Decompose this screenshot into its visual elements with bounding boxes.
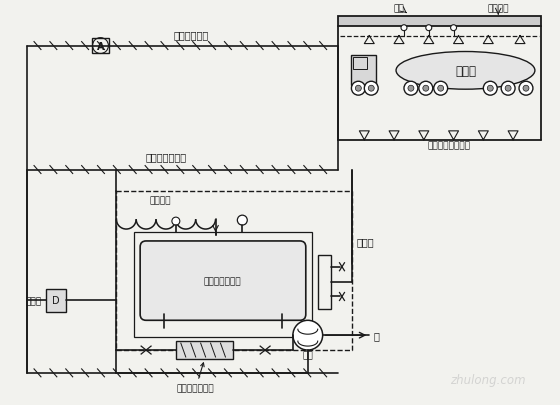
Circle shape — [523, 86, 529, 92]
Ellipse shape — [396, 52, 535, 90]
Circle shape — [505, 86, 511, 92]
Circle shape — [487, 86, 493, 92]
Text: 雨淋阀: 雨淋阀 — [26, 296, 42, 305]
Bar — [46, 289, 66, 313]
Text: D: D — [52, 296, 60, 306]
Circle shape — [172, 217, 180, 226]
Bar — [352, 56, 376, 86]
Text: 泡沫比例混合器: 泡沫比例混合器 — [177, 363, 214, 393]
Circle shape — [356, 86, 361, 92]
Circle shape — [237, 215, 248, 226]
Text: 水: 水 — [373, 330, 379, 340]
Circle shape — [519, 82, 533, 96]
Circle shape — [293, 320, 323, 350]
Text: 信号放大装置: 信号放大装置 — [173, 30, 208, 40]
Text: 落地雾化泡沫喷头: 落地雾化泡沫喷头 — [427, 141, 470, 150]
Text: A: A — [97, 41, 104, 51]
Text: 囊式泡沫液储罐: 囊式泡沫液储罐 — [204, 277, 241, 286]
Bar — [91, 38, 109, 54]
Circle shape — [352, 82, 365, 96]
Text: 探头: 探头 — [394, 4, 404, 13]
Circle shape — [501, 82, 515, 96]
Bar — [134, 232, 312, 337]
Text: 泡沫混合液管线: 泡沫混合液管线 — [146, 152, 186, 162]
Bar — [338, 17, 541, 27]
Circle shape — [438, 86, 444, 92]
Circle shape — [365, 82, 378, 96]
Bar — [353, 58, 367, 70]
Circle shape — [483, 82, 497, 96]
Text: 水泵: 水泵 — [302, 350, 313, 359]
Circle shape — [434, 82, 447, 96]
Circle shape — [451, 26, 456, 32]
Bar — [176, 341, 234, 359]
Bar — [116, 192, 352, 350]
Circle shape — [419, 82, 433, 96]
Circle shape — [423, 86, 429, 92]
Text: 辅助软管: 辅助软管 — [149, 196, 171, 205]
Text: 油槽车: 油槽车 — [455, 65, 476, 78]
Text: zhulong.com: zhulong.com — [450, 373, 526, 386]
Circle shape — [401, 26, 407, 32]
Text: 泡沫站: 泡沫站 — [356, 237, 374, 246]
Circle shape — [408, 86, 414, 92]
FancyBboxPatch shape — [140, 241, 306, 320]
Bar — [318, 255, 330, 309]
Circle shape — [368, 86, 374, 92]
Circle shape — [426, 26, 432, 32]
Text: 泡沫喷头: 泡沫喷头 — [487, 4, 509, 13]
Circle shape — [404, 82, 418, 96]
